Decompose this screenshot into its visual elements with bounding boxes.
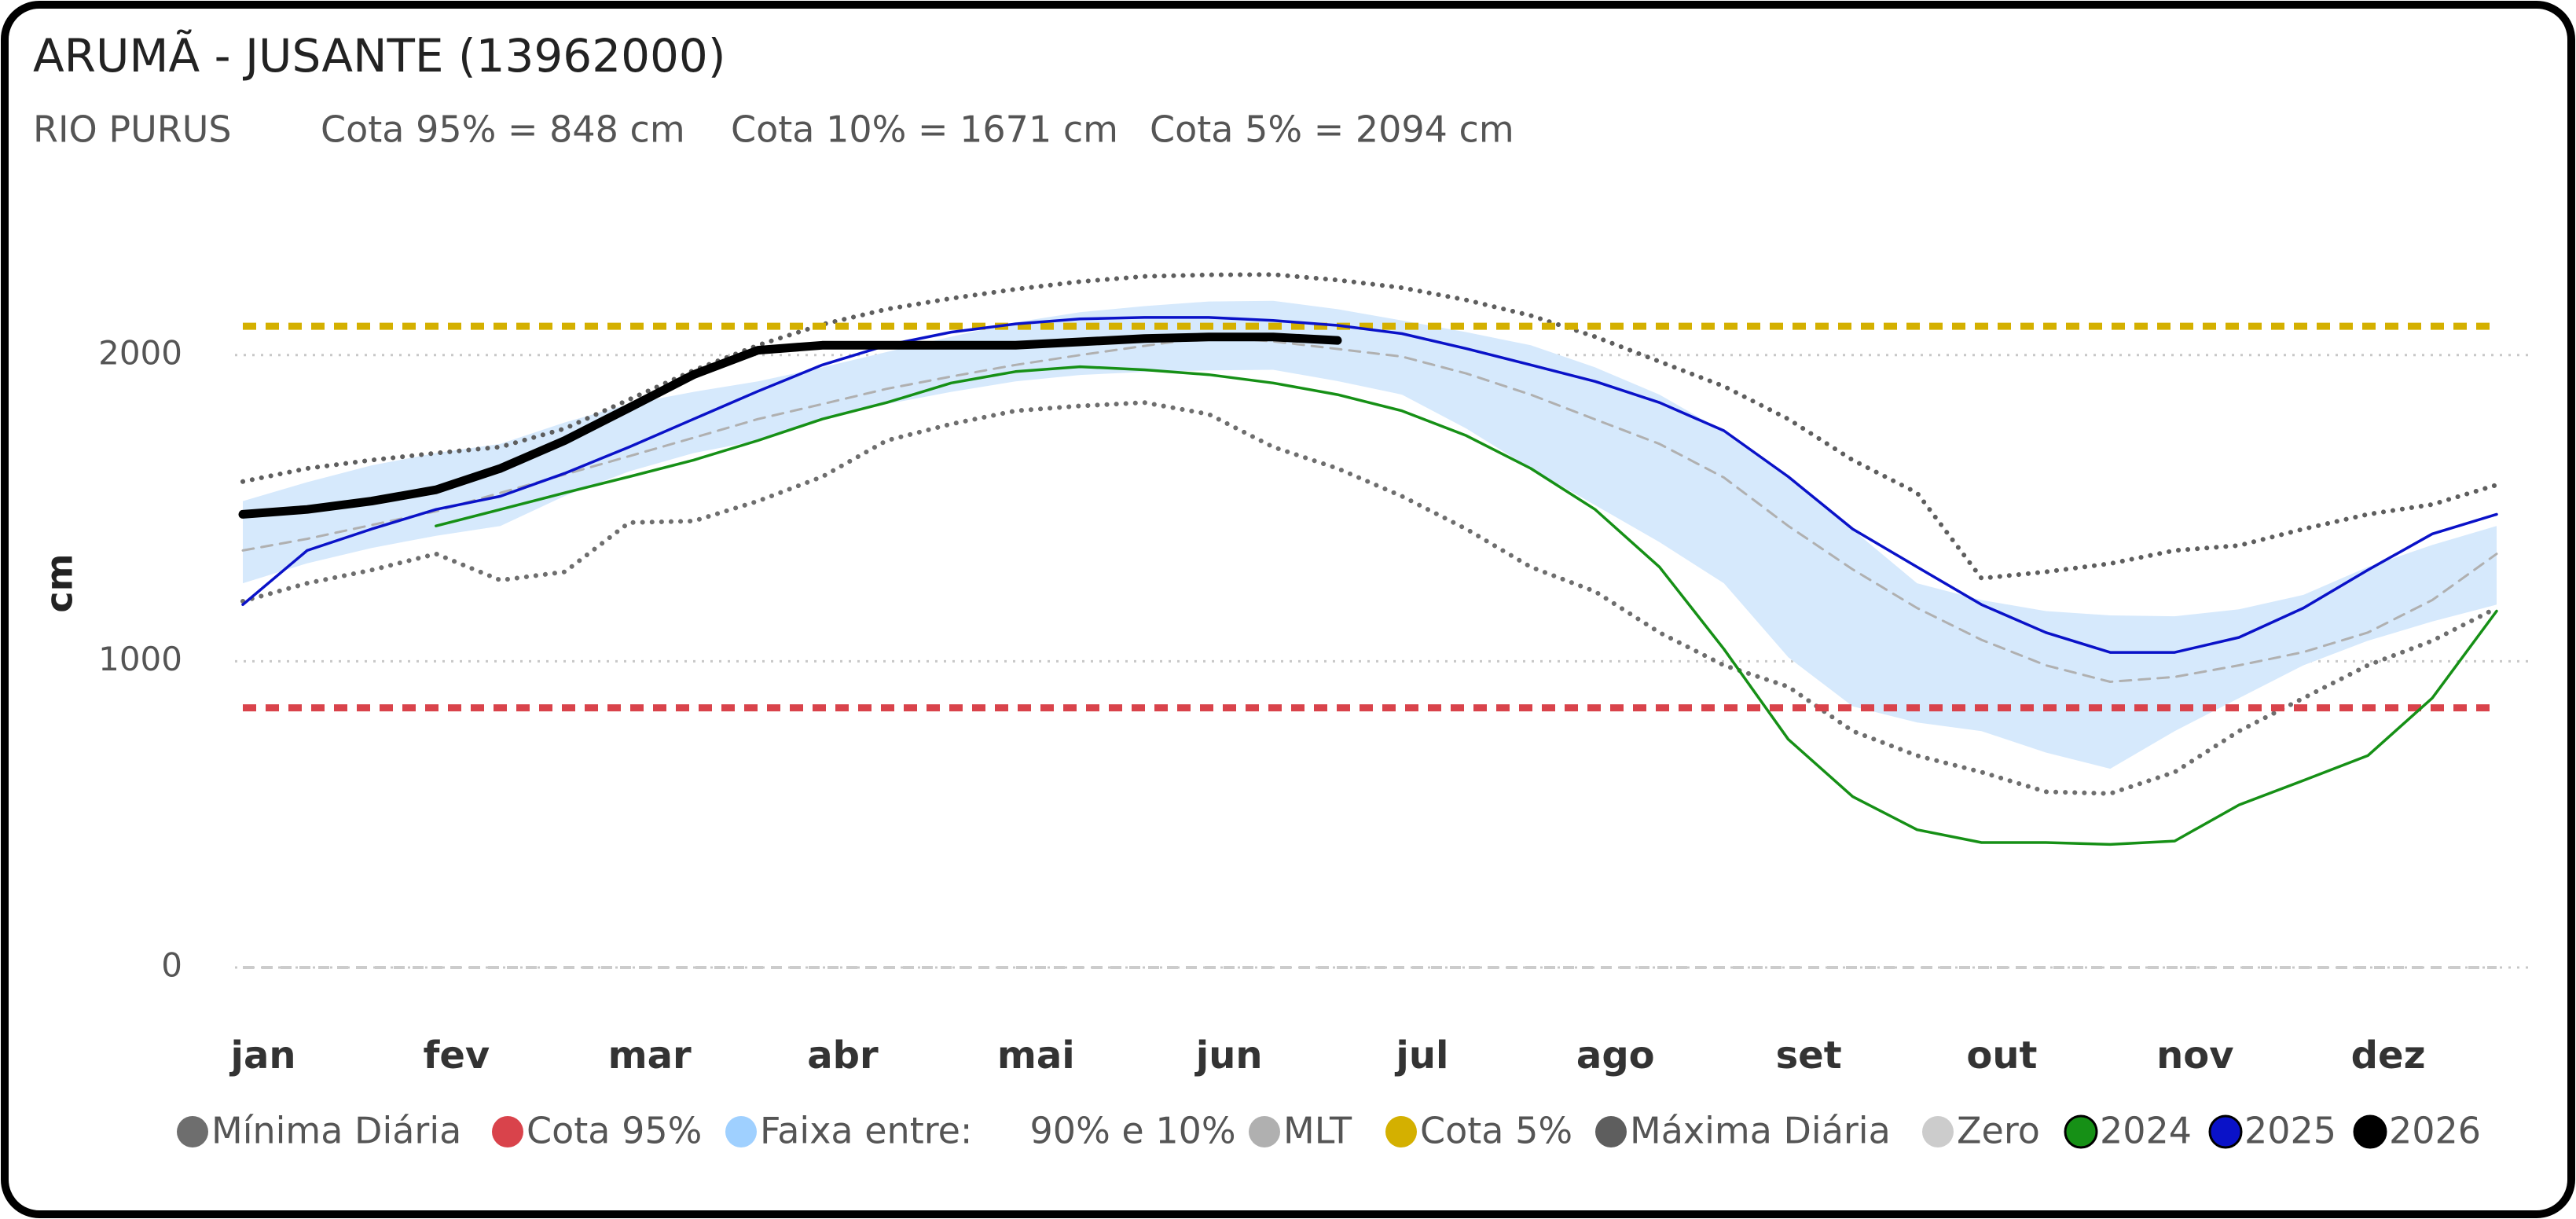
x-tick-label: ago xyxy=(1576,1034,1655,1078)
legend-marker xyxy=(1595,1116,1627,1147)
x-tick-label: mar xyxy=(608,1034,692,1078)
legend-label: 2026 xyxy=(2389,1110,2481,1152)
legend-marker xyxy=(725,1116,757,1147)
x-tick-label: abr xyxy=(807,1034,879,1078)
x-tick-label: jul xyxy=(1394,1034,1448,1078)
y-tick-label: 1000 xyxy=(98,640,182,678)
subtitle: Cota 95% = 848 cm xyxy=(321,108,685,151)
legend-label: Máxima Diária xyxy=(1630,1110,1891,1152)
legend-label: Cota 95% xyxy=(527,1110,702,1152)
series-line xyxy=(238,332,1342,519)
y-tick-label: 0 xyxy=(161,946,182,985)
series-line xyxy=(435,365,2498,846)
legend-marker xyxy=(2353,1114,2387,1149)
series-line xyxy=(240,272,2499,581)
x-tick-label: dez xyxy=(2351,1034,2426,1078)
x-tick-label: jun xyxy=(1194,1034,1263,1078)
chart-title: ARUMÃ - JUSANTE (13962000) xyxy=(33,28,725,83)
band-area xyxy=(243,300,2497,769)
legend-marker xyxy=(1922,1116,1954,1147)
legend-marker xyxy=(1249,1116,1280,1147)
series-line xyxy=(241,316,2498,654)
x-tick-label: jan xyxy=(229,1034,295,1078)
legend-marker xyxy=(1385,1116,1417,1147)
legend-marker xyxy=(492,1116,523,1147)
legend-label: Faixa entre: 90% e 10% xyxy=(760,1110,1236,1152)
legend-label: 2025 xyxy=(2244,1110,2336,1152)
legend-marker xyxy=(2208,1114,2243,1149)
legend-label: 2024 xyxy=(2100,1110,2192,1152)
y-axis-label: cm xyxy=(39,553,81,612)
subtitle: Cota 10% = 1671 cm xyxy=(731,108,1118,151)
x-tick-label: set xyxy=(1776,1034,1842,1078)
legend-marker xyxy=(2064,1114,2098,1149)
x-tick-label: mai xyxy=(997,1034,1075,1078)
subtitle: Cota 5% = 2094 cm xyxy=(1150,108,1514,151)
series-line xyxy=(240,400,2499,796)
y-tick-label: 2000 xyxy=(98,333,182,372)
subtitle: RIO PURUS xyxy=(33,108,232,151)
x-tick-label: out xyxy=(1966,1034,2037,1078)
legend-label: Cota 5% xyxy=(1420,1110,1572,1152)
legend-label: Mínima Diária xyxy=(211,1110,461,1152)
legend-label: MLT xyxy=(1283,1110,1352,1152)
series-line xyxy=(241,336,2498,683)
x-tick-label: nov xyxy=(2156,1034,2233,1078)
legend-label: Zero xyxy=(1957,1110,2040,1152)
x-tick-label: fev xyxy=(423,1034,490,1078)
legend-marker xyxy=(177,1116,208,1147)
